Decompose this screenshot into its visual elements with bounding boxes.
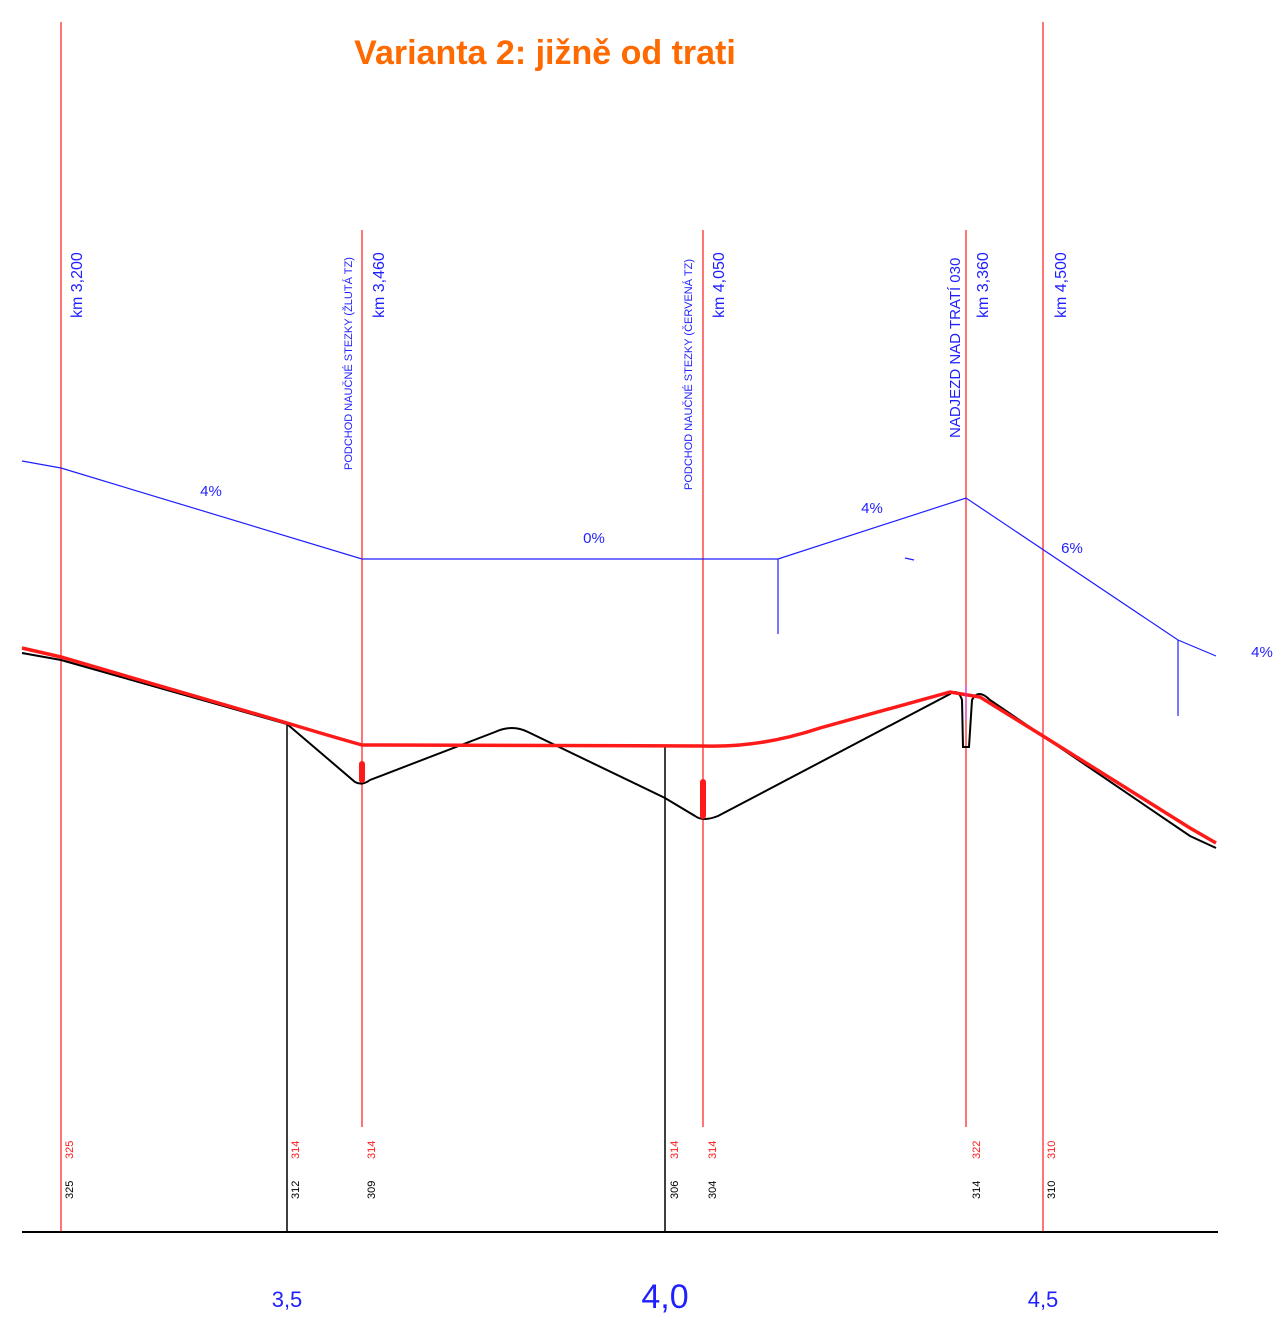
grade-label: 4% [1251, 644, 1273, 661]
station-note-label: PODCHOD NAUČNÉ STEZKY (ČERVENÁ TZ) [682, 259, 695, 490]
design-elevation-label: 314 [366, 1141, 378, 1159]
design-elevation-label: 314 [290, 1141, 302, 1159]
station-km-label: km 4,050 [711, 252, 728, 318]
terrain-elevation-label: 304 [707, 1181, 719, 1199]
design-profile [21, 646, 1217, 845]
station-km-label: km 3,360 [975, 252, 992, 318]
diagram-title: Varianta 2: jižně od trati [354, 34, 736, 72]
grade-label: 6% [1061, 540, 1083, 557]
station-note-label: PODCHOD NAUČNÉ STEZKY (ŽLUTÁ TZ) [342, 257, 355, 470]
axis-km-label: 4,0 [641, 1278, 688, 1316]
station-km-label: km 3,200 [69, 252, 86, 318]
station-note-label: NADJEZD NAD TRATÍ 030 [947, 258, 964, 438]
axis-km-label: 4,5 [1028, 1287, 1059, 1312]
grade-small-mark [904, 557, 915, 561]
design-elevation-label: 325 [64, 1141, 76, 1159]
terrain-elevation-label: 309 [366, 1181, 378, 1199]
station-km-label: km 4,500 [1053, 252, 1070, 318]
terrain-elevation-label: 306 [669, 1181, 681, 1199]
design-elevation-label: 314 [669, 1141, 681, 1159]
underpass-structure-1 [359, 761, 365, 783]
terrain-elevation-label: 310 [1046, 1181, 1058, 1199]
terrain-elevation-label: 314 [971, 1181, 983, 1199]
axis-km-label: 3,5 [272, 1287, 303, 1312]
station-km-label: km 3,460 [371, 252, 388, 318]
design-elevation-label: 314 [707, 1141, 719, 1159]
terrain-elevation-label: 325 [64, 1181, 76, 1199]
grade-label: 4% [200, 483, 222, 500]
underpass-structure-2 [700, 779, 706, 819]
grade-label: 4% [861, 500, 883, 517]
terrain-profile [21, 652, 1217, 849]
design-elevation-label: 310 [1046, 1141, 1058, 1159]
design-elevation-label: 322 [971, 1141, 983, 1159]
grade-label: 0% [583, 530, 605, 547]
terrain-elevation-label: 312 [290, 1181, 302, 1199]
